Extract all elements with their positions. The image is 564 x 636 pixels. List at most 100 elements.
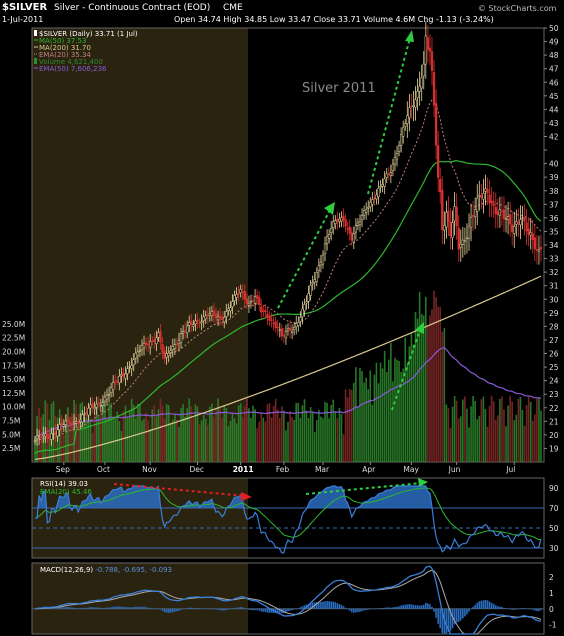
price-tick-label: 33: [549, 255, 559, 264]
volume-bar: [213, 416, 215, 462]
macd-histogram-bar: [507, 608, 509, 609]
candle-body: [307, 293, 310, 302]
macd-histogram-bar: [505, 608, 507, 609]
x-tick-label: Dec: [189, 465, 204, 474]
macd-histogram-bar: [350, 608, 353, 613]
macd-histogram-bar: [410, 604, 413, 609]
volume-bar: [221, 417, 223, 462]
macd-histogram-bar: [186, 608, 189, 609]
candle-body: [163, 351, 166, 359]
candle-body: [146, 343, 150, 346]
volume-bar: [511, 401, 514, 462]
candle-body: [383, 178, 386, 187]
macd-histogram-bar: [149, 607, 151, 609]
volume-bar: [108, 403, 110, 462]
ma50-line: [34, 160, 542, 455]
macd-histogram-bar: [478, 601, 481, 609]
macd-histogram-bar: [457, 608, 460, 622]
macd-histogram-bar: [538, 608, 540, 612]
x-tick-label: Nov: [142, 465, 157, 474]
macd-panel-frame: [31, 562, 545, 635]
macd-histogram-bar: [291, 608, 293, 611]
volume-bar: [414, 311, 417, 462]
volume-bar: [338, 407, 341, 462]
candle-body: [221, 316, 224, 320]
candle-body: [103, 396, 107, 402]
macd-histogram-bar: [161, 608, 164, 611]
macd-histogram-bar: [515, 608, 518, 610]
candle-body: [68, 421, 72, 424]
volume-bar: [398, 360, 400, 462]
candle-body: [278, 329, 281, 331]
volume-bar: [77, 419, 79, 462]
candle-body: [395, 153, 399, 160]
candle-body: [342, 215, 345, 221]
macd-histogram-bar: [361, 608, 363, 612]
macd-histogram-bar: [371, 608, 374, 610]
candle-body: [206, 314, 209, 317]
rsi-panel: 30 50 70 90 RSI(14) 39.03 EMA(20) 45.46: [31, 477, 559, 559]
macd-histogram-bar: [445, 608, 448, 634]
macd-histogram-bar: [462, 608, 464, 619]
candle-body: [165, 353, 168, 358]
candle-body: [290, 330, 294, 333]
macd-histogram-bar: [338, 604, 341, 609]
candle-body: [112, 381, 115, 390]
arrow-volume: [391, 329, 421, 411]
candle-body: [336, 218, 339, 223]
macd-histogram-bar: [217, 608, 219, 610]
macd-histogram-bar: [213, 608, 215, 610]
macd-histogram-bar: [387, 607, 390, 609]
macd-histogram-bar: [178, 608, 180, 611]
rsi-arrowhead-red: [241, 492, 252, 501]
macd-histogram-bar: [241, 607, 244, 609]
legend-volume: Volume 4,621,400: [39, 58, 103, 66]
volume-bar: [385, 371, 388, 462]
macd-histogram-bar: [320, 601, 322, 609]
candle-body: [476, 197, 479, 212]
candle-body: [480, 195, 483, 198]
volume-bar: [227, 426, 230, 462]
volume-bar: [100, 411, 102, 462]
volume-bar: [342, 434, 345, 462]
price-tick-label: 46: [549, 78, 559, 87]
ma200-line: [34, 275, 542, 460]
candle-body: [66, 419, 70, 421]
macd-histogram-bar: [143, 606, 145, 609]
volume-bar: [116, 411, 119, 462]
macd-histogram-bar: [367, 608, 370, 610]
legend-vol-ema50: EMA(50) 7,606,236: [39, 65, 107, 73]
volume-bar: [503, 409, 505, 462]
candle-body: [140, 345, 144, 350]
candle-body: [171, 346, 174, 350]
volume-bar: [346, 397, 349, 462]
macd-histogram-bar: [297, 608, 300, 609]
candle-body: [237, 293, 240, 295]
volume-bar: [155, 416, 158, 462]
volume-bar: [237, 405, 240, 462]
volume-bar: [322, 418, 324, 462]
candle-body: [293, 327, 296, 330]
volume-bar: [79, 403, 82, 462]
price-tick-label: 25: [549, 363, 559, 372]
macd-histogram-bar: [250, 608, 252, 611]
candle-body: [200, 321, 203, 323]
volume-bar: [447, 408, 450, 462]
candle-body: [198, 322, 201, 325]
macd-histogram-bar: [369, 608, 372, 610]
volume-bar: [505, 426, 507, 462]
price-tick-label: 34: [549, 241, 559, 250]
candle-body: [157, 332, 160, 338]
volume-bar: [517, 398, 520, 462]
candle-body: [272, 322, 275, 324]
volume-bar: [418, 291, 421, 462]
candle-body: [247, 302, 251, 306]
candle-body: [432, 72, 436, 106]
candle-body: [116, 380, 119, 382]
candle-body: [177, 340, 181, 344]
chart-description: Silver - Continuous Contract (EOD): [54, 3, 210, 13]
volume-bar: [408, 346, 411, 462]
macd-histogram-bar: [67, 606, 69, 609]
volume-bar: [145, 412, 147, 462]
macd-histogram-bar: [95, 607, 98, 609]
